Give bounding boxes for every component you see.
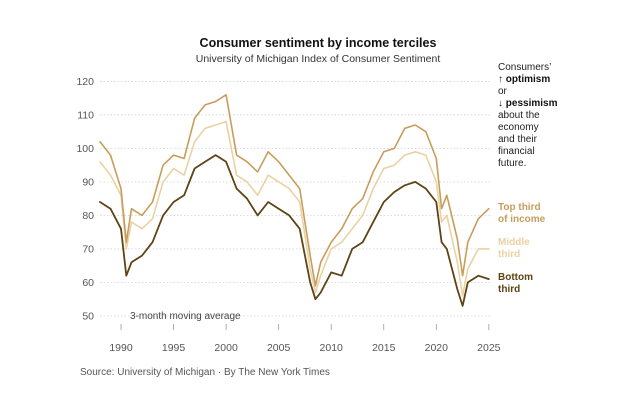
annotation-line: about the bbox=[498, 110, 540, 121]
y-tick-label: 60 bbox=[82, 277, 94, 289]
annotation-line: future. bbox=[498, 158, 526, 169]
y-tick-label: 100 bbox=[76, 143, 94, 155]
annotation-line: economy bbox=[498, 122, 539, 133]
y-axis-ticks: 50 60 70 80 90 100 110 120 bbox=[76, 76, 94, 323]
moving-average-note: 3-month moving average bbox=[130, 311, 241, 322]
y-tick-label: 70 bbox=[82, 243, 94, 255]
series-label-top: of income bbox=[498, 214, 546, 225]
series-line-bottom bbox=[99, 154, 490, 307]
series-line-middle bbox=[99, 120, 490, 297]
y-tick-label: 80 bbox=[82, 210, 94, 222]
series-label-middle: third bbox=[498, 249, 520, 260]
annotation-line: or bbox=[498, 86, 508, 97]
annotation-line: and their bbox=[498, 134, 538, 145]
x-tick-label: 1995 bbox=[162, 342, 186, 354]
x-tick-label: 2020 bbox=[425, 342, 449, 354]
series-line-top bbox=[99, 94, 490, 287]
x-tick-label: 2015 bbox=[372, 342, 396, 354]
series-label-bottom: third bbox=[498, 284, 520, 295]
x-tick-label: 2000 bbox=[214, 342, 238, 354]
chart-title: Consumer sentiment by income terciles bbox=[200, 36, 437, 50]
annotation-line: ↓ pessimism bbox=[498, 98, 558, 109]
x-axis-ticks: 1990 1995 2000 2005 2010 2015 2020 2025 bbox=[109, 324, 501, 354]
series-label-middle: Middle bbox=[498, 237, 530, 248]
series-label-top: Top third bbox=[498, 202, 541, 213]
series-label-bottom: Bottom bbox=[498, 272, 533, 283]
x-tick-label: 1990 bbox=[109, 342, 133, 354]
series-lines bbox=[99, 94, 490, 307]
source-line: Source: University of Michigan · By The … bbox=[80, 367, 330, 378]
y-tick-label: 90 bbox=[82, 176, 94, 188]
x-tick-label: 2010 bbox=[320, 342, 344, 354]
annotation-line: financial bbox=[498, 146, 535, 157]
y-tick-label: 120 bbox=[76, 76, 94, 88]
x-tick-label: 2005 bbox=[267, 342, 291, 354]
annotation-line: ↑ optimism bbox=[498, 74, 550, 85]
y-tick-label: 110 bbox=[77, 109, 94, 121]
x-tick-label: 2025 bbox=[477, 342, 501, 354]
annotation-line: Consumers’ bbox=[498, 62, 551, 73]
y-tick-label: 50 bbox=[82, 310, 94, 322]
chart-subtitle: University of Michigan Index of Consumer… bbox=[196, 53, 441, 65]
